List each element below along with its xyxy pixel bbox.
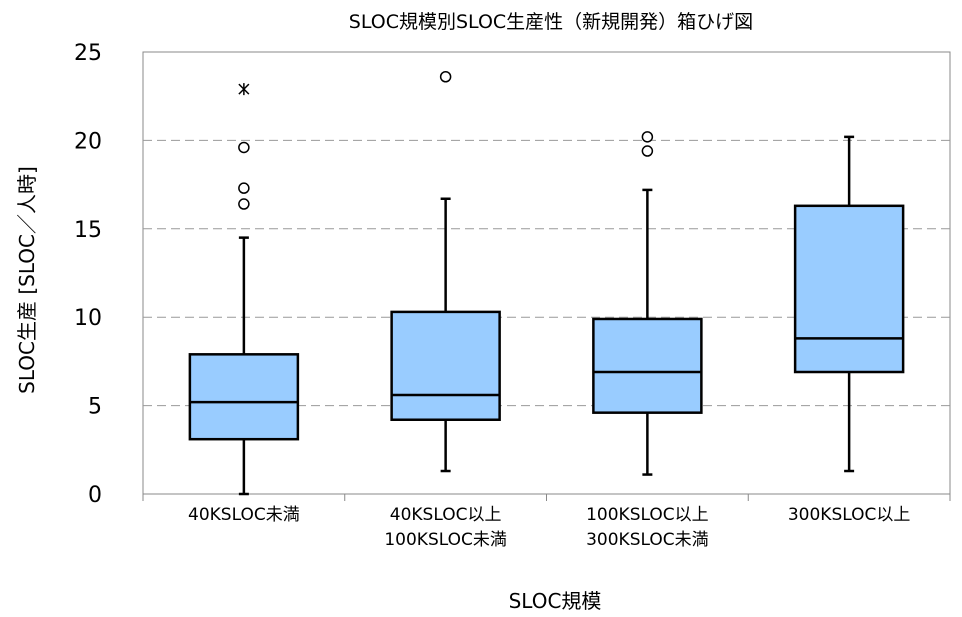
y-tick-label-0: 0 xyxy=(88,483,102,508)
extreme-point xyxy=(238,83,250,96)
x-tick-label: 40KSLOC以上 xyxy=(390,505,502,525)
x-tick-label: 300KSLOC以上 xyxy=(788,505,911,525)
iqr-box xyxy=(793,204,905,374)
box-2 xyxy=(390,71,501,473)
box-series xyxy=(188,71,905,496)
x-tick-label: 40KSLOC未満 xyxy=(188,505,300,525)
x-axis: 40KSLOC未満 40KSLOC以上 100KSLOC未満 100KSLOC以上 30… xyxy=(142,494,951,550)
y-tick-label-20: 20 xyxy=(74,129,102,154)
y-tick-label-10: 10 xyxy=(74,306,102,331)
outlier-point xyxy=(641,145,654,157)
y-tick-label-15: 15 xyxy=(74,218,102,243)
x-tick-label: 300KSLOC未満 xyxy=(586,530,709,550)
x-tick-label: 100KSLOC未満 xyxy=(384,530,507,550)
box-3 xyxy=(592,131,703,476)
iqr-box xyxy=(188,353,300,441)
chart-title: SLOC規模別SLOC生産性（新規開発）箱ひげ図 xyxy=(349,11,753,33)
iqr-box xyxy=(592,317,703,414)
y-axis-ticks: 0 5 10 15 20 25 xyxy=(74,41,102,508)
outlier-point xyxy=(238,198,250,210)
y-tick-label-5: 5 xyxy=(88,395,102,420)
box-4 xyxy=(793,135,905,473)
y-axis-label: SLOC生産 [SLOC／人時] xyxy=(15,166,39,394)
box-1 xyxy=(188,83,300,496)
outlier-point xyxy=(439,71,452,83)
x-tick-label: 100KSLOC以上 xyxy=(586,505,709,525)
y-tick-label-25: 25 xyxy=(74,41,102,66)
iqr-box xyxy=(390,310,501,421)
outlier-point xyxy=(641,131,654,143)
outlier-point xyxy=(238,182,250,194)
outlier-point xyxy=(238,141,250,154)
x-axis-label: SLOC規模 xyxy=(509,589,602,613)
